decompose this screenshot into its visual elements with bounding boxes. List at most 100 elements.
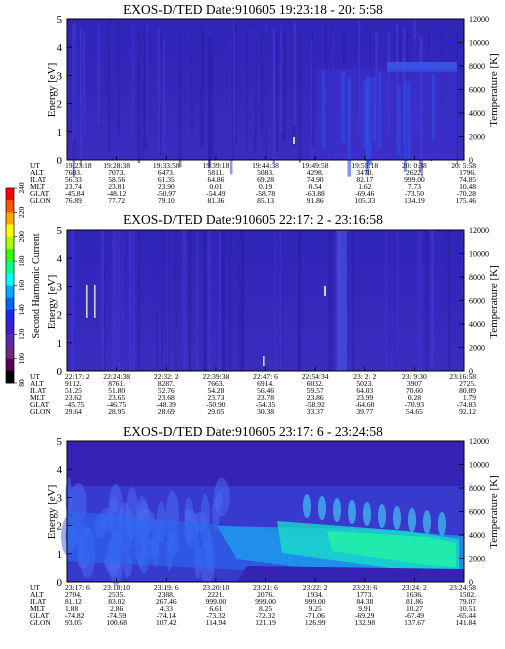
spectrogram-blob <box>363 502 371 526</box>
orbit-cell: 23:23: 6 <box>352 583 377 592</box>
spectrogram-streak <box>385 230 388 371</box>
orbit-cell: -74.14 <box>157 611 177 620</box>
spectrogram-streak <box>340 71 346 143</box>
spectrogram-streak <box>447 230 451 371</box>
spectrogram-streak <box>387 31 391 138</box>
orbit-cell: 105.33 <box>354 196 375 205</box>
spectrogram-streak <box>272 26 275 164</box>
spectrogram-streak <box>100 230 104 371</box>
orbit-cell: -58.92 <box>305 400 325 409</box>
spectrogram-streak <box>397 85 401 155</box>
colorbar-tick-label: 160 <box>17 280 26 292</box>
orbit-cell: 19:49:58 <box>302 161 329 170</box>
orbit-cell: 134.19 <box>404 196 425 205</box>
panel-2-orbit-table: UT 22:17: 2 22:24:38 22:32: 2 22:39:38 22:47:… <box>30 372 476 416</box>
orbit-cell: 1.62 <box>358 182 371 191</box>
orbit-cell: 0.54 <box>309 182 322 191</box>
spectrogram-streak <box>104 230 106 371</box>
orbit-row-label: UT <box>30 583 40 592</box>
spectrogram-background <box>67 230 464 371</box>
spectrogram-streak <box>279 230 283 371</box>
orbit-cell: 64.86 <box>207 175 224 184</box>
temperature-tick-label: 10000 <box>469 250 489 259</box>
orbit-cell: 19:44:38 <box>252 161 279 170</box>
orbit-cell: 7603. <box>65 168 82 177</box>
orbit-cell: 0.28 <box>408 393 421 402</box>
orbit-cell: 51.80 <box>108 386 125 395</box>
orbit-row-label: GLON <box>30 618 51 627</box>
spectrogram-streak <box>202 30 204 145</box>
panel-3-temperature-ticks: 0 2000 4000 6000 8000 10000 12000 <box>66 437 489 587</box>
orbit-cell: 28.69 <box>158 407 175 416</box>
spectrogram-streak <box>432 74 435 140</box>
panel-1-temperature-ticks: 0 2000 4000 6000 8000 10000 12000 <box>66 15 489 165</box>
spectrogram-streak <box>128 230 132 371</box>
colorbar-cell <box>6 212 14 225</box>
energy-tick-label: 5 <box>57 436 63 448</box>
spectrogram-streak <box>137 28 141 164</box>
energy-tick-label: 2 <box>57 310 63 322</box>
spectrogram-streak <box>189 230 191 371</box>
spectrogram-streak <box>330 230 333 371</box>
orbit-cell: 23: 2: 2 <box>353 372 376 381</box>
orbit-cell: 74.85 <box>459 175 476 184</box>
colorbar-cell <box>6 297 14 311</box>
orbit-cell: 4298. <box>307 168 324 177</box>
orbit-cell: 79.10 <box>158 196 175 205</box>
spectrogram-feature <box>327 531 456 567</box>
colorbar-cell <box>6 261 14 274</box>
orbit-cell: 999.00 <box>305 597 326 606</box>
orbit-cell: 61.35 <box>158 175 175 184</box>
orbit-cell: 8761. <box>108 379 125 388</box>
spectrogram-streak <box>254 22 257 153</box>
energy-tick-label: 5 <box>57 14 63 26</box>
panel-3-energy-axis-label: Energy [eV] <box>46 485 58 539</box>
spectrogram-streak <box>162 38 165 153</box>
orbit-cell: -74.59 <box>107 611 127 620</box>
orbit-row-label: ILAT <box>30 386 47 395</box>
orbit-cell: 126.99 <box>305 618 326 627</box>
orbit-cell: 19:55:18 <box>351 161 378 170</box>
orbit-cell: 9112. <box>65 379 82 388</box>
orbit-row-label: ILAT <box>30 597 47 606</box>
colorbar-cell <box>6 188 14 201</box>
temperature-tick-label: 0 <box>469 156 473 165</box>
spectrogram-streak <box>228 230 232 371</box>
panel-2-temperature-axis-label: Temperature [K] <box>488 265 500 338</box>
temperature-tick-label: 2000 <box>469 555 485 564</box>
spectrogram-streak <box>293 21 297 125</box>
orbit-cell: -69.46 <box>355 189 375 198</box>
spectrogram-streak <box>417 230 420 371</box>
orbit-cell: -73.50 <box>405 189 425 198</box>
orbit-cell: -64.60 <box>355 400 375 409</box>
spectrogram-blob <box>303 494 311 518</box>
spectrogram-streak <box>363 80 369 147</box>
orbit-cell: 9.25 <box>309 604 322 613</box>
spectrogram-streak <box>132 230 136 371</box>
orbit-cell: 1773. <box>356 590 373 599</box>
spectrogram-streak <box>281 230 283 371</box>
orbit-cell: 7.73 <box>408 182 421 191</box>
orbit-cell: -50.97 <box>157 189 177 198</box>
panel-2-energy-ticks: 0 1 2 3 4 5 <box>57 225 72 378</box>
orbit-row-label: GLAT <box>30 611 50 620</box>
orbit-row-label: GLAT <box>30 400 50 409</box>
spectrogram-streak <box>67 230 69 371</box>
panel-1-orbit-table: UT 19:23:18 19:28:38 19:33:58 19:39:18 19:44:… <box>30 161 476 205</box>
orbit-cell: 92.12 <box>459 407 476 416</box>
spectrogram-streak <box>142 31 144 159</box>
orbit-cell: 85.13 <box>257 196 274 205</box>
spectrogram-streak <box>373 76 376 143</box>
orbit-cell: -48.12 <box>107 189 127 198</box>
spectrogram-streak <box>425 230 428 371</box>
panel-1: EXOS-D/TED Date:910605 19:23:18 - 20: 5:… <box>30 2 500 205</box>
spectrogram-streak <box>358 20 361 141</box>
temperature-tick-label: 4000 <box>469 531 485 540</box>
orbit-cell: 83.02 <box>108 597 125 606</box>
orbit-cell: 100.68 <box>106 618 127 627</box>
orbit-cell: 23: 9:30 <box>402 372 427 381</box>
colorbar-cell <box>6 285 14 298</box>
spectrogram-streak <box>117 22 120 136</box>
orbit-cell: 1502. <box>459 590 476 599</box>
spectrogram-blob <box>212 497 220 531</box>
